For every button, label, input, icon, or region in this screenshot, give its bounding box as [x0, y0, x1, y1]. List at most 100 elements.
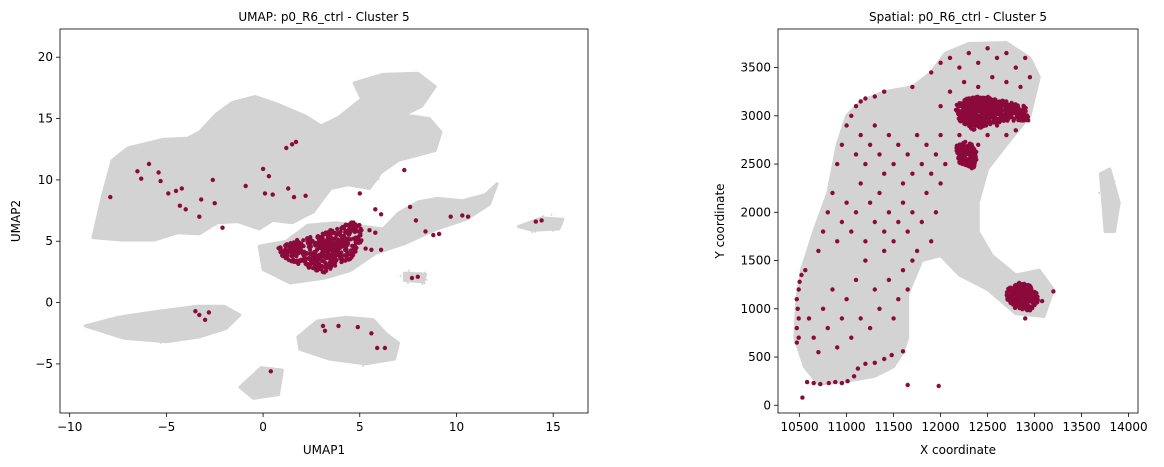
background-cell: [366, 244, 369, 247]
background-cell: [970, 185, 973, 188]
y-tick-label: 1500: [740, 254, 771, 268]
background-cell: [414, 274, 417, 277]
cluster-cell: [282, 251, 287, 256]
cluster-cell: [933, 210, 939, 215]
cluster-cell: [262, 191, 268, 196]
cluster-cell: [357, 191, 362, 196]
cluster-cell: [891, 316, 896, 321]
background-cell: [275, 373, 278, 376]
background-cell: [425, 278, 428, 281]
cluster-cell: [993, 117, 999, 122]
cluster-cell: [243, 183, 248, 189]
background-cell: [292, 109, 294, 112]
background-cell: [557, 225, 560, 228]
cluster-cell: [336, 323, 341, 329]
spatial-y-ticks: 0 500 1000 1500 2000 2500 3000 3500: [740, 61, 778, 412]
background-cell: [549, 225, 552, 228]
cluster-cell: [796, 335, 801, 340]
cluster-cell: [961, 140, 966, 145]
background-cell: [327, 161, 330, 164]
cluster-cell: [539, 218, 544, 223]
cluster-cell: [849, 113, 854, 119]
cluster-cell: [867, 142, 873, 147]
background-cell: [997, 72, 1000, 75]
background-cell: [1112, 185, 1115, 188]
spatial-title: Spatial: p0_R6_ctrl - Cluster 5: [869, 10, 1047, 24]
background-cell: [429, 209, 432, 212]
background-cell: [536, 224, 539, 227]
background-cell: [358, 121, 361, 124]
background-cell: [420, 271, 423, 274]
background-cell: [558, 222, 561, 225]
cluster-cell: [820, 229, 826, 234]
cluster-cell: [343, 229, 348, 235]
background-cell: [532, 227, 535, 230]
cluster-cell: [199, 197, 204, 202]
cluster-cell: [825, 210, 830, 215]
cluster-cell: [833, 379, 838, 385]
background-cell: [1110, 225, 1113, 228]
background-cell: [561, 219, 564, 222]
cluster-cell: [354, 236, 359, 241]
cluster-cell: [886, 132, 892, 138]
background-cell: [412, 271, 414, 274]
background-cell: [536, 223, 539, 226]
cluster-cell: [919, 219, 924, 225]
cluster-cell: [956, 155, 961, 160]
background-cell: [276, 390, 279, 393]
cluster-cell: [858, 132, 863, 138]
cluster-cell: [858, 181, 863, 186]
background-cell: [265, 386, 268, 389]
background-cell: [223, 311, 226, 314]
cluster-cell: [317, 254, 322, 259]
background-cell: [272, 387, 275, 390]
cluster-cell: [971, 164, 976, 169]
cluster-cell: [933, 152, 939, 157]
cluster-cell: [910, 258, 915, 263]
cluster-cell: [323, 230, 328, 235]
background-cell: [249, 119, 252, 122]
cluster-cell: [460, 213, 465, 218]
background-cell: [111, 326, 114, 329]
x-tick-label: 13000: [1016, 420, 1054, 434]
background-cell: [270, 376, 273, 379]
cluster-cell: [863, 361, 868, 366]
cluster-cell: [905, 287, 910, 292]
cluster-cell: [914, 132, 920, 138]
background-cell: [144, 324, 147, 327]
background-cell: [392, 222, 395, 225]
background-cell: [136, 173, 139, 176]
background-cell-region: [793, 41, 1055, 386]
umap-panel: UMAP: p0_R6_ctrl - Cluster 5 −10 −5 0 5 10 15…: [9, 10, 589, 457]
cluster-cell: [301, 238, 306, 243]
cluster-cell: [1022, 55, 1028, 61]
cluster-cell: [337, 245, 342, 250]
background-cell: [421, 280, 424, 283]
cluster-cell: [882, 171, 887, 176]
background-cell: [308, 342, 311, 345]
background-cell: [1100, 198, 1103, 201]
cluster-cell: [290, 244, 295, 249]
cluster-cell: [858, 99, 863, 104]
cluster-cell: [382, 345, 388, 351]
background-cell: [556, 220, 559, 223]
background-cell: [531, 220, 534, 223]
x-tick-label: 12000: [922, 420, 960, 434]
background-cell: [343, 324, 346, 327]
cluster-cell: [910, 210, 915, 215]
background-cell: [378, 239, 381, 242]
background-cell: [358, 358, 361, 361]
background-cell: [349, 326, 352, 329]
cluster-cell: [166, 191, 171, 196]
cluster-cell: [1017, 117, 1023, 122]
background-cell: [252, 397, 255, 399]
background-cell: [201, 317, 204, 320]
cluster-cell: [891, 239, 896, 244]
cluster-cell: [179, 186, 184, 191]
background-cell: [355, 339, 357, 342]
background-cell: [114, 317, 117, 320]
background-cell: [232, 207, 235, 210]
cluster-cell: [794, 325, 799, 331]
cluster-cell: [896, 142, 901, 147]
cluster-cell: [967, 158, 972, 163]
